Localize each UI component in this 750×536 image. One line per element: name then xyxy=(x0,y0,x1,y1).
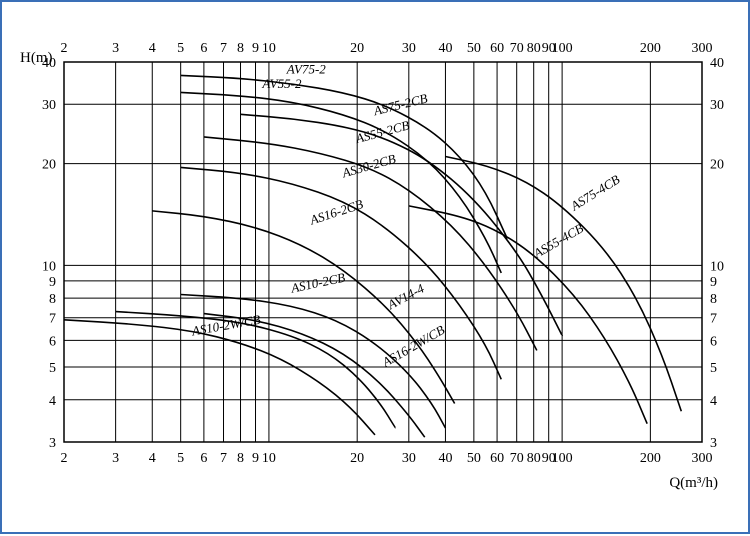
curve-AV14-4 xyxy=(181,294,446,428)
curve-AV55-2 xyxy=(181,92,502,272)
x-tick-top: 9 xyxy=(252,41,259,56)
x-tick-bottom: 20 xyxy=(350,451,364,466)
curve-AS10-2W/CB xyxy=(64,320,375,435)
x-tick-bottom: 8 xyxy=(237,451,244,466)
y-tick-left: 6 xyxy=(49,334,56,349)
x-tick-bottom: 2 xyxy=(61,451,68,466)
y-tick-left: 30 xyxy=(42,98,56,113)
curve-label: AS55-4CB xyxy=(530,220,586,261)
x-tick-top: 30 xyxy=(402,41,416,56)
y-tick-left: 3 xyxy=(49,436,56,451)
x-tick-bottom: 60 xyxy=(490,451,504,466)
x-tick-top: 70 xyxy=(510,41,524,56)
x-tick-bottom: 70 xyxy=(510,451,524,466)
curve-label: AV75-2 xyxy=(286,61,327,76)
x-tick-top: 4 xyxy=(149,41,156,56)
x-tick-top: 200 xyxy=(640,41,661,56)
y-tick-left: 5 xyxy=(49,361,56,376)
x-tick-bottom: 300 xyxy=(692,451,713,466)
x-tick-top: 8 xyxy=(237,41,244,56)
x-tick-top: 50 xyxy=(467,41,481,56)
x-tick-top: 2 xyxy=(61,41,68,56)
y-tick-left: 8 xyxy=(49,292,56,307)
x-tick-bottom: 5 xyxy=(177,451,184,466)
y-tick-right: 4 xyxy=(710,394,717,409)
x-tick-bottom: 10 xyxy=(262,451,276,466)
x-tick-top: 10 xyxy=(262,41,276,56)
x-tick-top: 5 xyxy=(177,41,184,56)
x-tick-top: 40 xyxy=(438,41,452,56)
pump-curve-chart: 2233445566778899101020203030404050506060… xyxy=(2,2,750,536)
x-tick-top: 300 xyxy=(692,41,713,56)
x-tick-bottom: 200 xyxy=(640,451,661,466)
x-tick-bottom: 30 xyxy=(402,451,416,466)
x-tick-top: 100 xyxy=(552,41,573,56)
x-tick-bottom: 80 xyxy=(527,451,541,466)
x-tick-bottom: 6 xyxy=(200,451,207,466)
y-tick-right: 20 xyxy=(710,158,724,173)
x-tick-top: 3 xyxy=(112,41,119,56)
y-tick-left: 4 xyxy=(49,394,56,409)
y-tick-left: 40 xyxy=(42,56,56,71)
x-tick-top: 60 xyxy=(490,41,504,56)
y-tick-left: 10 xyxy=(42,259,56,274)
curve-label: AV55-2 xyxy=(261,76,302,91)
curve-label: AS75-2CB xyxy=(371,90,429,118)
y-tick-left: 9 xyxy=(49,275,56,290)
x-tick-bottom: 9 xyxy=(252,451,259,466)
x-tick-top: 6 xyxy=(200,41,207,56)
y-tick-right: 5 xyxy=(710,361,717,376)
y-tick-right: 7 xyxy=(710,312,717,327)
curve-AS16-2W/CB xyxy=(204,314,425,438)
curve-label: AS10-2CB xyxy=(289,270,347,296)
x-tick-bottom: 50 xyxy=(467,451,481,466)
x-tick-top: 20 xyxy=(350,41,364,56)
y-tick-left: 7 xyxy=(49,312,56,327)
x-tick-bottom: 100 xyxy=(552,451,573,466)
x-tick-bottom: 7 xyxy=(220,451,227,466)
x-tick-bottom: 40 xyxy=(438,451,452,466)
y-tick-right: 3 xyxy=(710,436,717,451)
y-tick-right: 10 xyxy=(710,259,724,274)
y-tick-right: 6 xyxy=(710,334,717,349)
curve-label: AS75-4CB xyxy=(567,172,622,214)
curve-label: AS16-2CB xyxy=(307,196,365,228)
curve-label: AS16-2W/CB xyxy=(379,322,447,370)
curve-label: AS30-2CB xyxy=(340,151,398,181)
y-tick-left: 20 xyxy=(42,158,56,173)
chart-container: { "canvas": { "width": 750, "height": 53… xyxy=(0,0,750,534)
x-tick-bottom: 4 xyxy=(149,451,156,466)
curve-AS55-4CB xyxy=(409,206,647,424)
curve-label: AV14-4 xyxy=(384,280,427,312)
y-tick-right: 9 xyxy=(710,275,717,290)
y-tick-right: 8 xyxy=(710,292,717,307)
y-tick-right: 40 xyxy=(710,56,724,71)
y-tick-right: 30 xyxy=(710,98,724,113)
x-tick-bottom: 3 xyxy=(112,451,119,466)
x-tick-top: 7 xyxy=(220,41,227,56)
x-tick-top: 80 xyxy=(527,41,541,56)
